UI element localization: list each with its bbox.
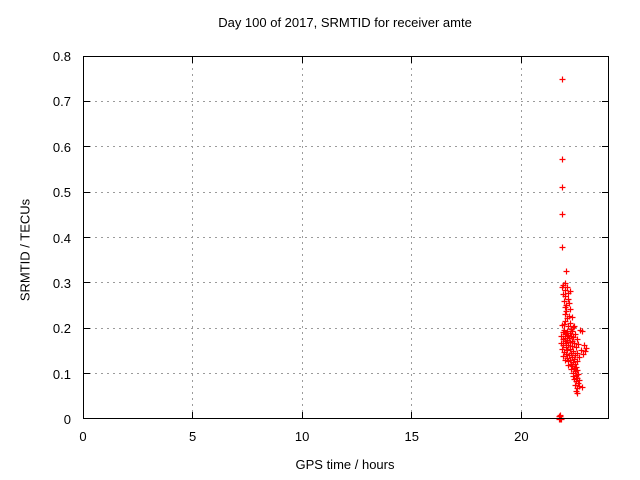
- y-gridline: [83, 327, 609, 329]
- y-tick-label: 0.3: [52, 275, 71, 291]
- y-tick-left: [84, 146, 90, 148]
- y-tick-label: 0.2: [52, 321, 71, 337]
- x-axis-label: GPS time / hours: [295, 457, 395, 472]
- y-tick-right: [602, 191, 608, 193]
- data-point-markers: [556, 76, 590, 423]
- y-tick-right: [602, 327, 608, 329]
- y-gridline: [83, 100, 609, 102]
- x-tick-bottom: [301, 412, 303, 418]
- y-tick-left: [84, 100, 90, 102]
- y-tick-label: 0.7: [52, 94, 71, 110]
- x-tick-label: 10: [294, 429, 310, 444]
- y-tick-left: [84, 327, 90, 329]
- y-tick-label: 0.5: [52, 185, 71, 201]
- x-tick-label: 20: [514, 429, 529, 444]
- y-gridline: [83, 237, 609, 238]
- x-tick-bottom: [411, 412, 413, 418]
- x-tick-label: 0: [79, 429, 87, 444]
- y-gridline: [83, 373, 609, 375]
- y-tick-right: [602, 237, 608, 238]
- x-tick-label: 5: [188, 429, 197, 444]
- y-tick-right: [602, 282, 608, 284]
- y-tick-left: [84, 282, 90, 284]
- chart-title: Day 100 of 2017, SRMTID for receiver amt…: [218, 15, 472, 30]
- y-gridline: [83, 191, 609, 193]
- y-gridline: [83, 146, 609, 148]
- y-tick-left: [84, 237, 90, 238]
- x-tick-bottom: [520, 412, 522, 418]
- x-tick-label: 15: [404, 429, 419, 444]
- y-tick-left: [84, 373, 90, 375]
- plot-area: [83, 56, 609, 423]
- scatter-points-svg: [556, 76, 590, 423]
- x-tick-top: [301, 57, 303, 63]
- y-tick-right: [602, 100, 608, 102]
- y-tick-label: 0: [63, 412, 71, 427]
- x-tick-top: [520, 57, 522, 63]
- x-tick-top: [411, 57, 413, 63]
- y-tick-right: [602, 146, 608, 148]
- y-tick-label: 0.1: [52, 366, 71, 382]
- y-tick-label: 0.4: [52, 230, 71, 246]
- y-tick-right: [602, 373, 608, 375]
- x-tick-bottom: [192, 412, 194, 418]
- y-tick-left: [84, 191, 90, 193]
- y-tick-label: 0.6: [52, 139, 71, 155]
- y-tick-label: 0.8: [52, 49, 71, 64]
- x-tick-top: [192, 57, 194, 63]
- y-gridline: [83, 282, 609, 284]
